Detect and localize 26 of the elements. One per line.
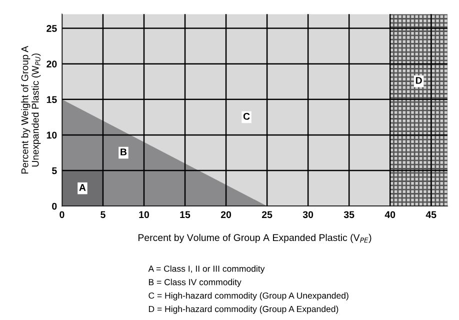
- x-tick-label: 45: [426, 211, 436, 218]
- x-tick-label: 25: [262, 211, 272, 218]
- text: D = High-hazard commodity (Group A Expanded): [148, 306, 338, 314]
- x-axis-title: Percent by Volume of Group A Expanded Plastic (V$_{PE}$): [138, 234, 372, 243]
- y-tick-label: 25: [46, 25, 57, 32]
- text: A = Class I, II or III commodity: [148, 265, 265, 274]
- x-tick-label: 40: [384, 211, 396, 218]
- y-tick-label: 15: [46, 96, 57, 104]
- y-axis-title: Percent by Weight of Group A Unexpanded Plastic (W$_{PU}$): [21, 46, 41, 174]
- annotation: C: [243, 112, 250, 120]
- x-tick-label: 30: [302, 211, 314, 218]
- x-tick-label: 20: [220, 211, 232, 218]
- y-tick-label: 20: [46, 60, 57, 68]
- text: B = Class IV commodity: [148, 278, 242, 287]
- y-tick-label: 0: [52, 202, 57, 210]
- x-tick-label: 35: [344, 211, 354, 218]
- annotation: A: [79, 184, 86, 191]
- x-tick-label: 0: [60, 211, 64, 218]
- x-tick-label: 10: [139, 211, 150, 218]
- text: C = High-hazard commodity (Group A Unexpanded): [148, 292, 348, 300]
- x-tick-label: 5: [100, 211, 106, 218]
- annotation: B: [120, 148, 127, 156]
- band-label: D: [416, 77, 422, 84]
- y-tick-label: 5: [52, 167, 57, 174]
- y-tick-label: 10: [46, 132, 57, 139]
- x-tick-label: 15: [180, 211, 190, 218]
